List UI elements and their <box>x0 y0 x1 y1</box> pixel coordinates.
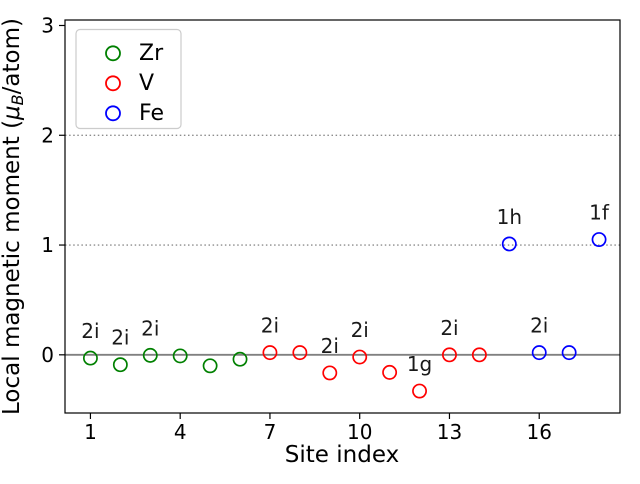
x-tick-label-1: 1 <box>84 420 97 444</box>
point-annotation-site13: 2i <box>440 316 458 340</box>
legend-box <box>75 28 182 130</box>
legend-label-fe: Fe <box>139 101 164 126</box>
point-annotation-site1: 2i <box>81 319 99 343</box>
point-annotation-site9: 2i <box>321 334 339 358</box>
point-annotation-site16: 2i <box>530 314 548 338</box>
data-point-zr-site5 <box>202 358 218 374</box>
data-point-fe-site15 <box>501 236 517 252</box>
legend-marker-v-circle-icon <box>105 75 121 92</box>
y-axis-label-mu: μ <box>0 105 25 121</box>
x-tick-label-7: 7 <box>264 420 277 444</box>
point-annotation-site7: 2i <box>261 314 279 338</box>
point-annotation-site18: 1f <box>589 201 610 225</box>
legend-marker-zr-circle-icon <box>105 45 121 62</box>
data-point-v-site8 <box>292 345 308 361</box>
point-annotation-site15: 1h <box>497 205 522 229</box>
x-tick-label-10: 10 <box>347 420 372 444</box>
data-point-zr-site3 <box>142 347 158 363</box>
legend-label-v: V <box>139 71 154 96</box>
plot-frame <box>64 19 621 414</box>
data-point-zr-site4 <box>172 348 188 364</box>
data-point-fe-site16 <box>531 345 547 361</box>
y-axis-label-suffix: /atom) <box>0 18 25 94</box>
data-point-v-site13 <box>442 347 457 363</box>
legend: Zr V Fe <box>75 28 182 130</box>
axis-ticks: 1 4 7 10 13 16 0 1 2 3 <box>41 13 552 444</box>
point-annotation-site2: 2i <box>111 326 129 350</box>
point-annotation-site10: 2i <box>351 318 369 342</box>
data-point-v-site14 <box>471 347 487 363</box>
y-tick-label-1: 1 <box>41 233 54 257</box>
legend-label-zr: Zr <box>139 41 164 66</box>
y-axis-label-sub: B <box>8 94 27 105</box>
y-axis-label-prefix: Local magnetic moment ( <box>0 120 25 415</box>
x-axis-label: Site index <box>285 442 399 468</box>
data-point-v-site7 <box>262 345 278 361</box>
y-axis-label: Local magnetic moment (μB/atom) <box>0 18 27 415</box>
data-point-fe-site18 <box>591 232 607 248</box>
data-point-v-site11 <box>382 364 398 380</box>
y-tick-label-2: 2 <box>41 123 54 147</box>
data-point-zr-site2 <box>112 357 128 373</box>
data-point-v-site10 <box>352 349 368 365</box>
point-annotation-site12: 1g <box>407 352 432 376</box>
y-tick-label-3: 3 <box>41 13 54 37</box>
data-point-zr-site1 <box>82 350 98 366</box>
data-point-v-site9 <box>322 365 338 381</box>
data-point-fe-site17 <box>561 345 577 361</box>
y-tick-label-0: 0 <box>41 343 54 367</box>
x-tick-label-16: 16 <box>526 420 551 444</box>
point-annotation-site3: 2i <box>141 316 159 340</box>
data-points: 2i 2i 2i 2i 2i 2i 1g 2i 1h 2i 1f <box>81 201 610 399</box>
data-point-zr-site6 <box>232 351 248 367</box>
data-point-v-site12 <box>412 383 427 399</box>
x-tick-label-4: 4 <box>174 420 187 444</box>
x-tick-label-13: 13 <box>437 420 462 444</box>
legend-marker-fe-circle-icon <box>105 105 121 122</box>
